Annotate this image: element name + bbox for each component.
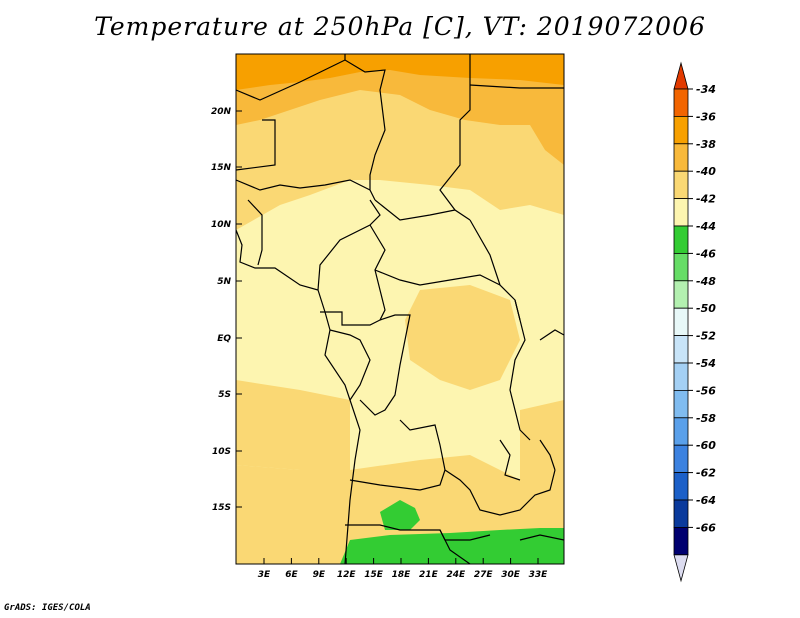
colorbar-cell xyxy=(673,527,689,556)
colorbar-cell xyxy=(673,170,689,199)
longitude-labels: 3E 6E 9E 12E 15E 18E 21E 24E 27E 30E 33E xyxy=(258,558,548,580)
colorbar-cell xyxy=(673,225,689,254)
lat-label: 20N xyxy=(211,107,232,117)
colorbar-cell xyxy=(673,472,689,501)
lon-label: 15E xyxy=(364,570,384,580)
colorbar-cell xyxy=(673,143,689,172)
lat-label: EQ xyxy=(217,334,231,344)
colorbar-cell xyxy=(673,252,689,282)
colorbar-cell xyxy=(673,335,689,364)
colorbar-cap-bottom xyxy=(673,554,689,583)
colorbar: -34 -36 -38 -40 -42 -44 -46 -48 -50 -52 -54 -56 -58 -… xyxy=(673,61,716,583)
lat-label: 15N xyxy=(211,163,232,173)
lon-label: 12E xyxy=(337,570,357,580)
colorbar-cell xyxy=(673,389,689,419)
grads-credit: GrADS: IGES/COLA xyxy=(4,603,91,613)
lat-label: 15S xyxy=(212,503,231,513)
latitude-labels: 20N 15N 10N 5N EQ 5S 10S 15S xyxy=(211,107,242,513)
colorbar-cell xyxy=(673,444,689,474)
colorbar-label: -54 xyxy=(696,357,716,370)
lat-label: 5S xyxy=(218,390,231,400)
lon-label: 24E xyxy=(446,570,466,580)
colorbar-cell xyxy=(673,307,689,337)
colorbar-label: -66 xyxy=(696,521,716,534)
colorbar-label: -58 xyxy=(696,412,716,425)
lat-label: 10S xyxy=(212,447,231,457)
colorbar-label: -60 xyxy=(696,439,716,452)
colorbar-label: -48 xyxy=(696,275,716,288)
colorbar-label: -50 xyxy=(696,302,716,315)
colorbar-label: -52 xyxy=(696,330,716,343)
colorbar-label: -40 xyxy=(696,165,716,178)
colorbar-cell xyxy=(673,499,689,528)
lon-label: 33E xyxy=(529,570,549,580)
map-frame xyxy=(235,53,565,565)
colorbar-label: -62 xyxy=(696,467,716,480)
colorbar-label: -44 xyxy=(696,220,716,233)
colorbar-label: -64 xyxy=(696,494,716,507)
lon-label: 3E xyxy=(258,570,271,580)
lon-label: 9E xyxy=(313,570,326,580)
lon-label: 6E xyxy=(285,570,298,580)
colorbar-cell xyxy=(673,198,689,227)
colorbar-cap-top xyxy=(673,61,689,90)
colorbar-label: -36 xyxy=(696,110,716,123)
colorbar-label: -42 xyxy=(696,193,716,206)
colorbar-cell xyxy=(673,280,689,309)
colorbar-label: -34 xyxy=(696,83,716,96)
lon-label: 21E xyxy=(419,570,439,580)
colorbar-label: -56 xyxy=(696,384,716,397)
colorbar-label: -38 xyxy=(696,138,716,151)
colorbar-cell xyxy=(673,88,689,117)
colorbar-label: -46 xyxy=(696,247,716,260)
lon-label: 18E xyxy=(392,570,412,580)
country-borders xyxy=(236,54,564,564)
lon-label: 30E xyxy=(501,570,521,580)
lat-label: 10N xyxy=(211,220,232,230)
colorbar-cell xyxy=(673,116,689,145)
chart-title: Temperature at 250hPa [C], VT: 201907200… xyxy=(94,12,706,41)
colorbar-cell xyxy=(673,362,689,391)
colorbar-cell xyxy=(673,417,689,446)
lon-label: 27E xyxy=(474,570,494,580)
lat-label: 5N xyxy=(217,277,231,287)
